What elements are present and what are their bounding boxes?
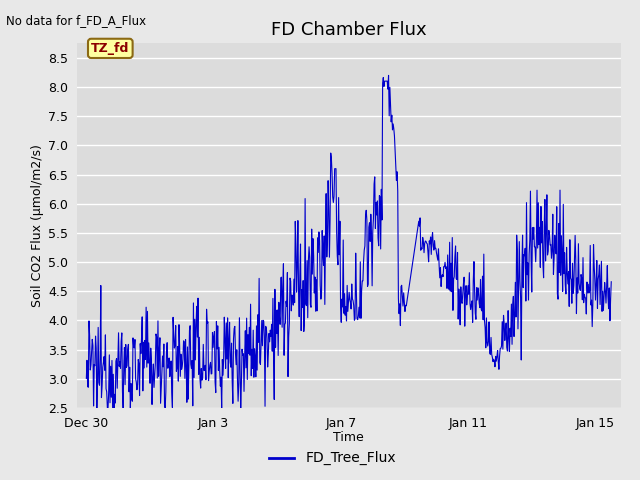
Y-axis label: Soil CO2 Flux (μmol/m2/s): Soil CO2 Flux (μmol/m2/s) [31,144,44,307]
Text: TZ_fd: TZ_fd [91,42,129,55]
Legend: FD_Tree_Flux: FD_Tree_Flux [264,445,402,471]
X-axis label: Time: Time [333,432,364,444]
Title: FD Chamber Flux: FD Chamber Flux [271,21,427,39]
Text: No data for f_FD_A_Flux: No data for f_FD_A_Flux [6,14,147,27]
